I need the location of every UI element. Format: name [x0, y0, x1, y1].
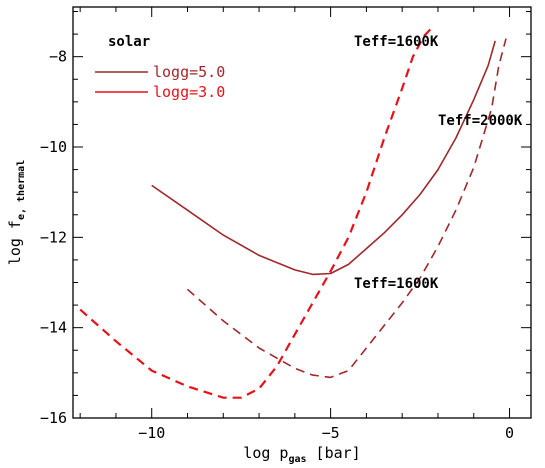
annotation-teff-1600k-top: Teff=1600K	[354, 34, 439, 50]
x-axis-label-unit: [bar]	[307, 444, 361, 462]
legend-label-logg-3: logg=3.0	[153, 83, 225, 101]
x-tick-label: 0	[505, 424, 514, 442]
y-tick-label: −8	[49, 48, 67, 66]
series-line-2-dashed	[79, 24, 436, 399]
annotation-teff-2000k: Teff=2000K	[438, 113, 523, 129]
y-tick-label: −14	[40, 319, 67, 337]
x-axis-label-sub: gas	[288, 454, 306, 465]
x-tick-label: −5	[322, 424, 340, 442]
annotation-teff-1600k-mid: Teff=1600K	[354, 276, 439, 292]
plot-frame	[72, 6, 532, 419]
x-axis-label: log pgas [bar]	[243, 444, 360, 465]
y-tick-label: −12	[40, 228, 67, 246]
x-tick-label: −10	[138, 424, 165, 442]
series-layer	[79, 24, 507, 399]
x-axis-label-main: log p	[243, 444, 288, 462]
series-line-0-solid	[151, 40, 496, 276]
y-axis-label-sub: e, thermal	[16, 160, 27, 220]
y-tick-label: −10	[40, 138, 67, 156]
ticks-layer	[73, 7, 531, 419]
series-line-1-dashed	[186, 38, 507, 379]
legend-label-logg-5: logg=5.0	[153, 63, 225, 81]
labels-layer: −10 −5 0 −16 −14 −12 −10 −8	[40, 48, 514, 442]
legend: solar logg=5.0 logg=3.0	[95, 34, 225, 101]
y-axis-label-main: log f	[6, 220, 24, 265]
y-axis-label: log fe, thermal	[6, 160, 27, 265]
legend-heading: solar	[108, 34, 150, 50]
y-tick-label: −16	[40, 409, 67, 427]
